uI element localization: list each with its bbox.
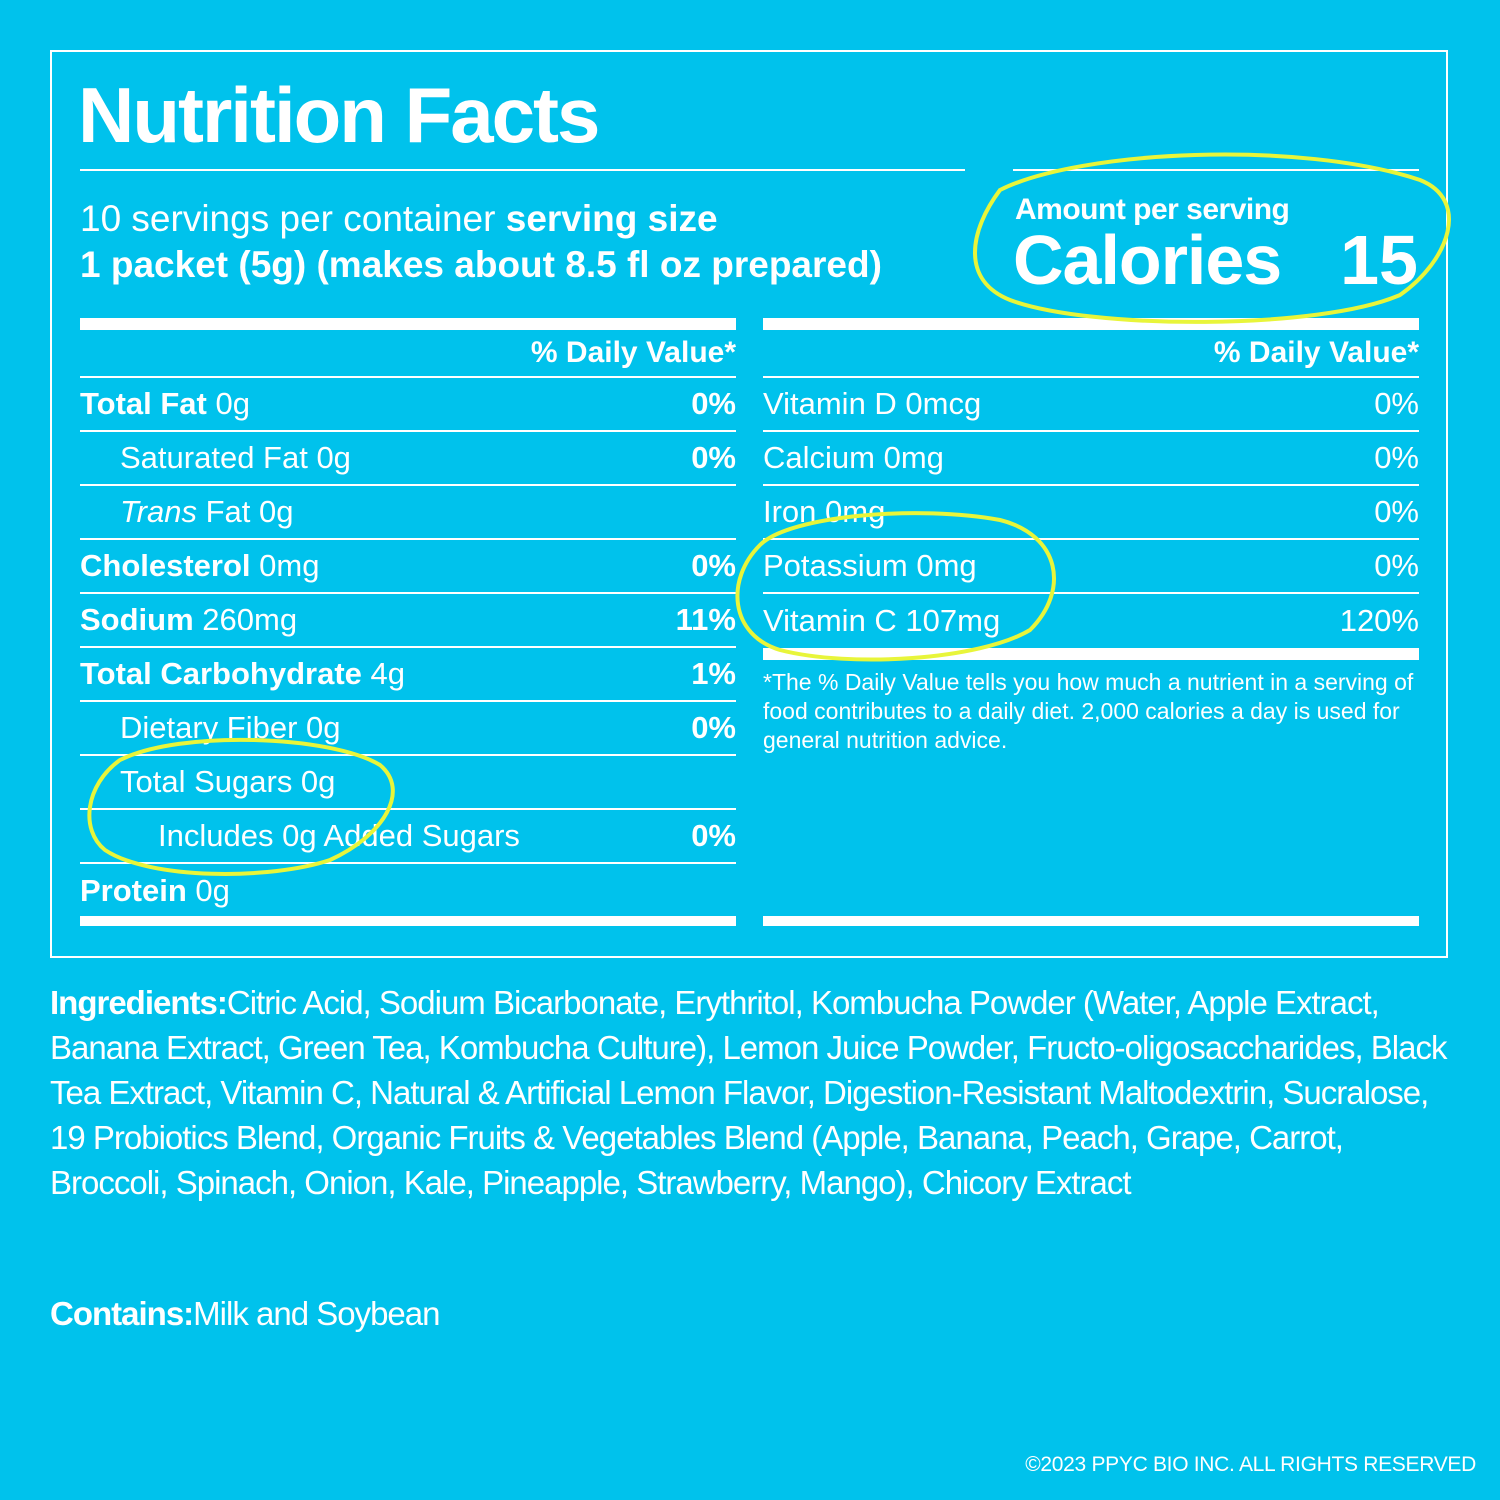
- nutrient-pct: 1%: [691, 656, 736, 691]
- nutrient-table-left: % Daily Value* Total Fat 0g 0% Saturated…: [80, 318, 736, 918]
- serving-size-label: serving size: [505, 198, 718, 239]
- table-row: Saturated Fat 0g 0%: [80, 432, 736, 486]
- table-row: Dietary Fiber 0g 0%: [80, 702, 736, 756]
- nutrient-pct: 0%: [691, 818, 736, 853]
- table-row: Total Sugars 0g: [80, 756, 736, 810]
- nutrient-pct: 0%: [1374, 386, 1419, 421]
- daily-value-footnote: *The % Daily Value tells you how much a …: [763, 669, 1414, 753]
- serving-info: 10 servings per container serving size 1…: [80, 196, 882, 288]
- allergens-text: Contains:Milk and Soybean: [50, 1295, 441, 1333]
- nutrient-amount: 260mg: [202, 602, 298, 637]
- table-row: Iron 0mg 0%: [763, 486, 1419, 540]
- nutrient-name: Total Carbohydrate: [80, 656, 362, 691]
- table-top-bar: [80, 318, 736, 330]
- table-row: Cholesterol 0mg 0%: [80, 540, 736, 594]
- nutrient-pct: 11%: [675, 602, 736, 637]
- nutrient-pct: 120%: [1339, 603, 1419, 638]
- nutrient-amount: 0g: [215, 386, 250, 421]
- table-row: Vitamin C 107mg 120%: [763, 594, 1419, 648]
- serving-size-value: 1 packet (5g) (makes about 8.5 fl oz pre…: [80, 244, 882, 285]
- nutrient-pct: 0%: [691, 440, 736, 475]
- daily-value-header: % Daily Value*: [763, 330, 1419, 378]
- nutrient-name: Includes 0g Added Sugars: [158, 818, 520, 853]
- daily-value-header: % Daily Value*: [80, 330, 736, 378]
- table-row: Calcium 0mg 0%: [763, 432, 1419, 486]
- nutrient-name: Saturated Fat 0g: [120, 440, 351, 475]
- contains-label: Contains:: [50, 1295, 194, 1332]
- nutrient-name: Total Sugars 0g: [120, 764, 336, 799]
- calories-value: 15: [1340, 221, 1418, 299]
- nutrient-name: Vitamin D 0mcg: [763, 386, 982, 421]
- nutrient-amount: 0g: [195, 873, 230, 908]
- nutrient-name: Sodium: [80, 602, 194, 637]
- nutrient-pct: 0%: [691, 386, 736, 421]
- nutrient-name-italic: Trans: [120, 494, 197, 529]
- nutrient-name: Cholesterol: [80, 548, 251, 583]
- table-bottom-bar: [80, 916, 736, 926]
- nutrient-amount: 4g: [370, 656, 406, 691]
- table-bottom-bar: [763, 916, 1419, 926]
- ingredients-text: Ingredients:Citric Acid, Sodium Bicarbon…: [50, 980, 1460, 1205]
- nutrient-name: Iron 0mg: [763, 494, 886, 529]
- table-row: Trans Fat 0g: [80, 486, 736, 540]
- nutrient-pct: 0%: [1374, 494, 1419, 529]
- table-row: Vitamin D 0mcg 0%: [763, 378, 1419, 432]
- table-row: Sodium 260mg 11%: [80, 594, 736, 648]
- servings-per-container: 10 servings per container: [80, 198, 496, 239]
- table-row: Total Carbohydrate 4g 1%: [80, 648, 736, 702]
- title-rule: [80, 169, 965, 171]
- table-row: Includes 0g Added Sugars 0%: [80, 810, 736, 864]
- nutrient-name: Fat 0g: [205, 494, 294, 529]
- nutrient-name: Potassium 0mg: [763, 548, 977, 583]
- page-title: Nutrition Facts: [78, 71, 600, 159]
- ingredients-label: Ingredients:: [50, 984, 228, 1021]
- nutrient-pct: 0%: [691, 710, 736, 745]
- nutrition-panel: [50, 50, 1448, 958]
- table-top-bar: [763, 318, 1419, 330]
- nutrient-pct: 0%: [1374, 548, 1419, 583]
- table-row: Potassium 0mg 0%: [763, 540, 1419, 594]
- nutrient-table-right: % Daily Value* Vitamin D 0mcg 0% Calcium…: [763, 318, 1419, 755]
- contains-list: Milk and Soybean: [193, 1295, 440, 1332]
- table-row: Protein 0g: [80, 864, 736, 918]
- nutrient-name: Total Fat: [80, 386, 207, 421]
- calories-rule: [1013, 169, 1419, 171]
- nutrient-name: Vitamin C 107mg: [763, 603, 1001, 638]
- nutrient-name: Calcium 0mg: [763, 440, 944, 475]
- ingredients-list: Citric Acid, Sodium Bicarbonate, Erythri…: [50, 984, 1447, 1201]
- nutrient-name: Dietary Fiber 0g: [120, 710, 341, 745]
- nutrient-amount: 0mg: [259, 548, 320, 583]
- calories-label: Calories: [1013, 221, 1282, 299]
- copyright-notice: ©2023 PPYC BIO INC. ALL RIGHTS RESERVED: [1025, 1453, 1476, 1476]
- nutrient-pct: 0%: [691, 548, 736, 583]
- table-row: Total Fat 0g 0%: [80, 378, 736, 432]
- nutrient-name: Protein: [80, 873, 187, 908]
- vitamins-bottom-bar: [763, 648, 1419, 660]
- nutrient-pct: 0%: [1374, 440, 1419, 475]
